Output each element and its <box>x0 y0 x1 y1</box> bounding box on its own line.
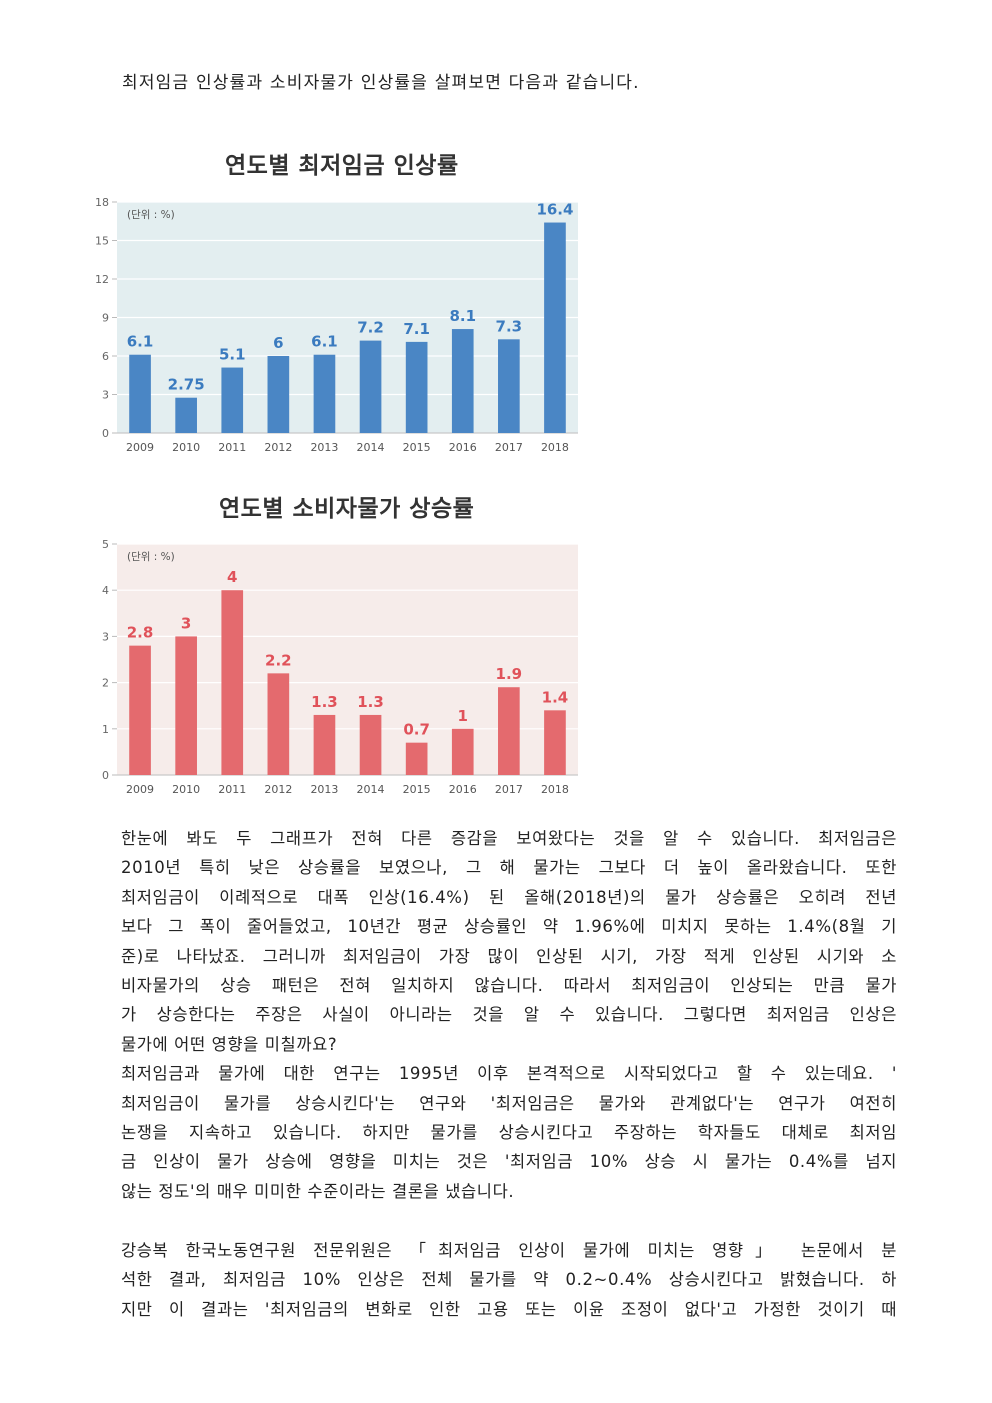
x-tick-label: 2013 <box>310 441 338 454</box>
bar-value-label: 16.4 <box>536 201 573 219</box>
bar <box>313 714 336 775</box>
text-line: 석한 결과, 최저임금 10% 인상은 전체 물가를 약 0.2~0.4% 상승… <box>121 1270 897 1290</box>
text-line: 논쟁을 지속하고 있습니다. 하지만 물가를 상승시킨다고 주장하는 학자들도 … <box>121 1122 897 1142</box>
text-line: 물가에 어떤 영향을 미칠까요? <box>121 1034 338 1054</box>
bar <box>313 354 336 433</box>
x-tick-label: 2017 <box>495 783 523 796</box>
bar-value-label: 1 <box>458 707 468 725</box>
x-tick-label: 2009 <box>126 441 154 454</box>
x-tick-label: 2010 <box>172 783 200 796</box>
wage-chart-title: 연도별 최저임금 인상률 <box>225 153 459 179</box>
y-tick-label: 9 <box>102 312 109 325</box>
bar <box>267 356 290 433</box>
x-tick-label: 2016 <box>449 783 477 796</box>
bar-value-label: 1.3 <box>357 693 384 711</box>
bar <box>221 367 244 433</box>
bar <box>175 397 197 433</box>
text-line: 최저임금과 물가에 대한 연구는 1995년 이후 본격적으로 시작되었다고 할… <box>121 1064 897 1084</box>
x-tick-label: 2018 <box>541 783 569 796</box>
y-tick-label: 18 <box>95 196 109 209</box>
bar <box>405 341 428 433</box>
y-tick-label: 0 <box>102 769 109 782</box>
x-tick-label: 2015 <box>403 441 431 454</box>
y-tick-label: 3 <box>102 389 109 402</box>
bar <box>451 329 474 433</box>
bar <box>359 714 382 775</box>
bar-value-label: 6.1 <box>127 333 154 351</box>
unit-note: (단위 : %) <box>127 550 175 563</box>
x-tick-label: 2016 <box>449 441 477 454</box>
y-tick-label: 2 <box>102 677 109 690</box>
bar-value-label: 6 <box>273 334 283 352</box>
text-line: 금 인상이 물가 상승에 영향을 미치는 것은 '최저임금 10% 상승 시 물… <box>121 1152 897 1172</box>
bar-value-label: 7.2 <box>357 319 384 337</box>
wage-chart: 0 3 6 9 12 15 18 (단위 : %) 6.1 2009 2.75 2010 5.1 2011… <box>95 196 578 454</box>
x-tick-label: 2012 <box>264 783 292 796</box>
x-tick-label: 2013 <box>310 783 338 796</box>
bar-value-label: 2.2 <box>265 651 292 669</box>
bar-value-label: 3 <box>181 614 191 632</box>
text-line: 한눈에 봐도 두 그래프가 전혀 다른 증감을 보여왔다는 것을 알 수 있습니… <box>121 829 897 848</box>
intro-sentence: 최저임금 인상률과 소비자물가 인상률을 살펴보면 다음과 같습니다. <box>122 73 640 93</box>
text-line: 강승복 한국노동연구원 전문위원은 「최저임금 인상이 물가에 미치는 영향」 … <box>121 1241 897 1260</box>
text-line: 지만 이 결과는 '최저임금의 변화로 인한 고용 또는 이윤 조정이 없다'고… <box>121 1299 897 1319</box>
text-line: 준)로 나타났죠. 그러니까 최저임금이 가장 많이 인상된 시기, 가장 적게… <box>121 946 897 966</box>
x-tick-label: 2009 <box>126 783 154 796</box>
x-tick-label: 2010 <box>172 441 200 454</box>
x-tick-label: 2015 <box>403 783 431 796</box>
x-tick-label: 2018 <box>541 441 569 454</box>
bar <box>129 354 151 433</box>
x-tick-label: 2011 <box>218 441 246 454</box>
research-paragraph: 강승복 한국노동연구원 전문위원은 「최저임금 인상이 물가에 미치는 영향」 … <box>121 1236 897 1324</box>
bar-value-label: 2.8 <box>127 624 154 642</box>
bar <box>451 728 474 775</box>
x-tick-label: 2017 <box>495 441 523 454</box>
bar-value-label: 4 <box>227 568 237 586</box>
x-tick-label: 2012 <box>264 441 292 454</box>
bar-value-label: 1.3 <box>311 693 338 711</box>
text-line: 가 상승한다는 주장은 사실이 아니라는 것을 알 수 있습니다. 그렇다면 최… <box>121 1005 897 1025</box>
y-tick-label: 4 <box>102 584 109 597</box>
bar <box>221 590 244 775</box>
bar-value-label: 7.1 <box>403 320 430 338</box>
text-line: 보다 그 폭이 줄어들었고, 10년간 평균 상승률인 약 1.96%에 미치지… <box>121 917 897 937</box>
y-tick-label: 3 <box>102 630 109 643</box>
bar <box>544 222 566 433</box>
text-line: 2010년 특히 낮은 상승률을 보였으나, 그 해 물가는 그보다 더 높이 … <box>121 858 897 878</box>
x-tick-label: 2014 <box>357 441 385 454</box>
bar <box>544 710 566 775</box>
text-line: 않는 정도'의 매우 미미한 수준이라는 결론을 냈습니다. <box>121 1181 515 1201</box>
bar <box>267 673 290 775</box>
bar-value-label: 1.9 <box>496 665 523 683</box>
cpi-chart: 0 1 2 3 4 5 (단위 : %) 2.8 2009 3 2010 4 2011 2.2 2012 1.… <box>102 538 578 796</box>
x-tick-label: 2014 <box>357 783 385 796</box>
text-line: 최저임금이 이례적으로 대폭 인상(16.4%) 된 올해(2018년)의 물가… <box>121 887 897 907</box>
text-line: 비자물가의 상승 패턴은 전혀 일치하지 않습니다. 따라서 최저임금이 인상되… <box>121 975 897 995</box>
bar <box>359 340 382 433</box>
bar <box>175 636 197 775</box>
analysis-paragraph: 한눈에 봐도 두 그래프가 전혀 다른 증감을 보여왔다는 것을 알 수 있습니… <box>121 824 897 1206</box>
cpi-chart-title: 연도별 소비자물가 상승률 <box>219 496 475 522</box>
x-tick-label: 2011 <box>218 783 246 796</box>
y-tick-label: 0 <box>102 427 109 440</box>
unit-note: (단위 : %) <box>127 208 175 221</box>
bar-value-label: 0.7 <box>403 721 430 739</box>
y-tick-label: 12 <box>95 273 109 286</box>
bar-value-label: 1.4 <box>542 688 569 706</box>
bar <box>498 339 520 433</box>
bar <box>498 687 520 775</box>
bar <box>129 645 151 775</box>
bar-value-label: 8.1 <box>449 307 476 325</box>
y-tick-label: 1 <box>102 723 109 736</box>
text-line: 최저임금이 물가를 상승시킨다'는 연구와 '최저임금은 물가와 관계없다'는 … <box>121 1093 897 1113</box>
bar-value-label: 7.3 <box>496 317 523 335</box>
bar-value-label: 5.1 <box>219 346 246 364</box>
y-tick-label: 6 <box>102 350 109 363</box>
bar-value-label: 6.1 <box>311 333 338 351</box>
y-tick-label: 15 <box>95 235 109 248</box>
bar-value-label: 2.75 <box>168 376 205 394</box>
y-tick-label: 5 <box>102 538 109 551</box>
bar <box>405 742 428 775</box>
